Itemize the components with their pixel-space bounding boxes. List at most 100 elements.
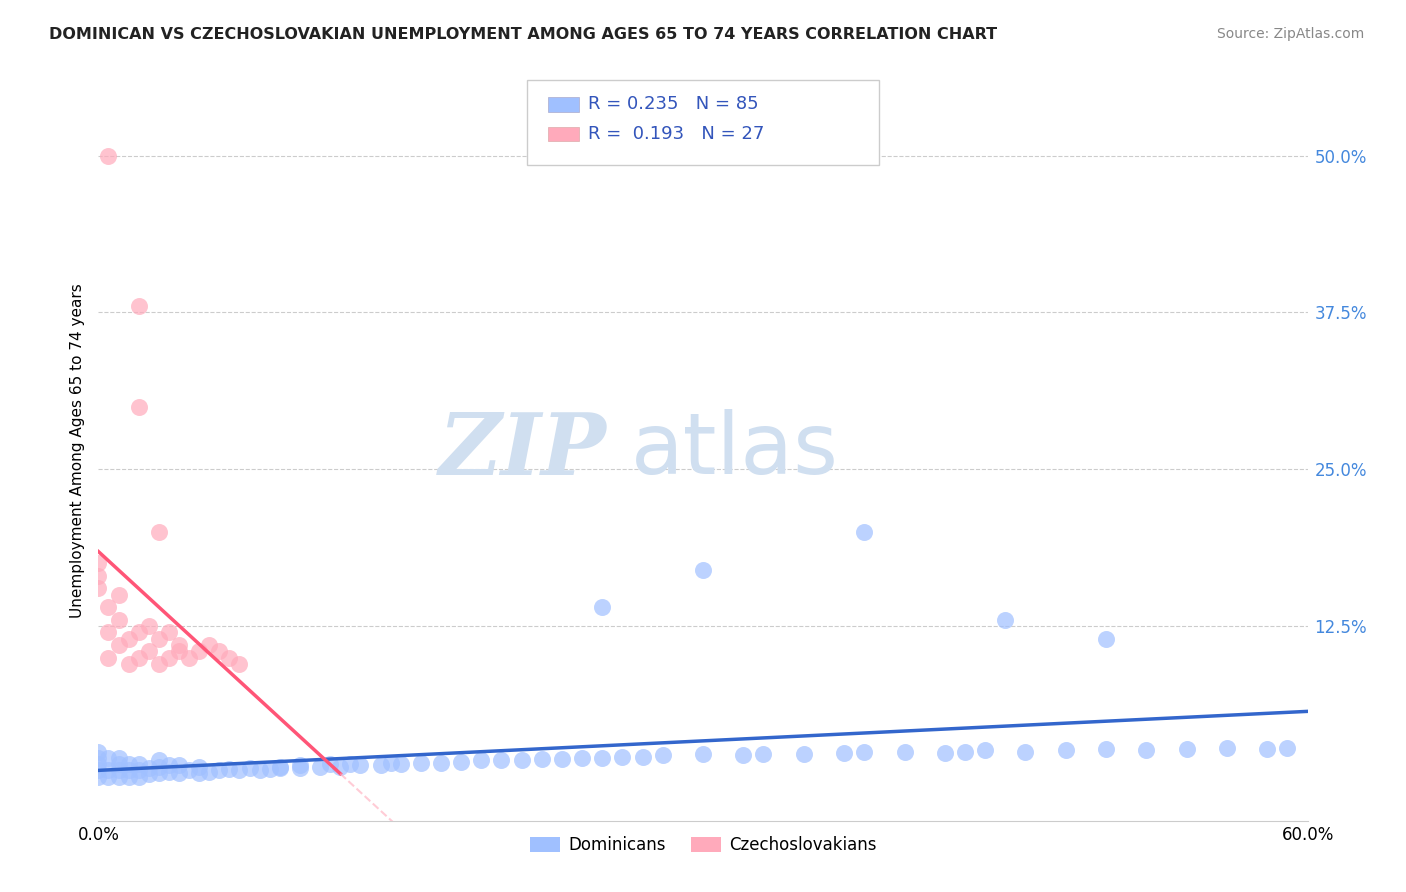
Point bbox=[87, 757, 110, 772]
Point bbox=[370, 758, 392, 772]
Point bbox=[1277, 740, 1299, 755]
Point bbox=[752, 747, 775, 761]
Point bbox=[87, 764, 110, 778]
Point bbox=[157, 650, 180, 665]
Point bbox=[107, 764, 129, 778]
Point bbox=[994, 613, 1017, 627]
Point bbox=[551, 752, 574, 766]
Point bbox=[259, 762, 281, 776]
Point bbox=[239, 761, 262, 775]
Point bbox=[157, 625, 180, 640]
Point bbox=[571, 751, 593, 765]
Point bbox=[853, 745, 876, 759]
Point bbox=[208, 764, 231, 778]
Point bbox=[1095, 632, 1118, 646]
Point bbox=[118, 757, 141, 772]
Point bbox=[167, 644, 190, 658]
Point bbox=[107, 757, 129, 772]
Point bbox=[87, 770, 110, 784]
Point bbox=[188, 644, 211, 658]
Point bbox=[380, 756, 402, 770]
Point bbox=[167, 638, 190, 652]
Point bbox=[148, 753, 170, 767]
Point bbox=[179, 650, 201, 665]
Point bbox=[148, 657, 170, 671]
Point bbox=[853, 524, 876, 539]
Point bbox=[591, 600, 613, 615]
Text: atlas: atlas bbox=[630, 409, 838, 492]
Point bbox=[288, 761, 311, 775]
Point bbox=[228, 764, 250, 778]
Text: ZIP: ZIP bbox=[439, 409, 606, 492]
Point bbox=[128, 757, 150, 772]
Point bbox=[107, 638, 129, 652]
Point bbox=[269, 760, 291, 774]
Point bbox=[107, 751, 129, 765]
Point bbox=[107, 770, 129, 784]
Point bbox=[148, 524, 170, 539]
Point bbox=[148, 632, 170, 646]
Text: Source: ZipAtlas.com: Source: ZipAtlas.com bbox=[1216, 27, 1364, 41]
Point bbox=[198, 638, 221, 652]
Point bbox=[97, 764, 120, 778]
Point bbox=[97, 600, 120, 615]
Point bbox=[1095, 742, 1118, 756]
Point bbox=[87, 557, 110, 571]
Point bbox=[974, 743, 997, 757]
Point bbox=[491, 753, 513, 767]
Legend: Dominicans, Czechoslovakians: Dominicans, Czechoslovakians bbox=[523, 829, 883, 861]
Point bbox=[87, 569, 110, 583]
Point bbox=[692, 747, 714, 761]
Point bbox=[288, 758, 311, 772]
Point bbox=[1175, 742, 1198, 756]
Point bbox=[118, 632, 141, 646]
Point bbox=[249, 764, 271, 778]
Point bbox=[138, 767, 160, 781]
Point bbox=[389, 757, 412, 772]
Point bbox=[1216, 740, 1239, 755]
Point bbox=[269, 761, 291, 775]
Point bbox=[188, 760, 211, 774]
Point bbox=[953, 745, 976, 759]
Point bbox=[631, 749, 654, 764]
Point bbox=[118, 764, 141, 778]
Point bbox=[1014, 745, 1036, 759]
Point bbox=[138, 644, 160, 658]
Point bbox=[118, 657, 141, 671]
Point bbox=[128, 764, 150, 778]
Point bbox=[97, 770, 120, 784]
Point bbox=[97, 751, 120, 765]
Point bbox=[138, 761, 160, 775]
Point bbox=[349, 758, 371, 772]
Point bbox=[148, 766, 170, 780]
Point bbox=[87, 582, 110, 596]
Point bbox=[470, 753, 492, 767]
Point bbox=[1256, 742, 1278, 756]
Point bbox=[692, 563, 714, 577]
Text: R =  0.193   N = 27: R = 0.193 N = 27 bbox=[588, 125, 763, 143]
Point bbox=[128, 400, 150, 414]
Point bbox=[409, 756, 432, 770]
Point bbox=[118, 770, 141, 784]
Point bbox=[793, 747, 815, 761]
Point bbox=[167, 766, 190, 780]
Text: R = 0.235   N = 85: R = 0.235 N = 85 bbox=[588, 95, 758, 113]
Point bbox=[128, 650, 150, 665]
Text: DOMINICAN VS CZECHOSLOVAKIAN UNEMPLOYMENT AMONG AGES 65 TO 74 YEARS CORRELATION : DOMINICAN VS CZECHOSLOVAKIAN UNEMPLOYMEN… bbox=[49, 27, 997, 42]
Point bbox=[97, 625, 120, 640]
Point bbox=[612, 749, 634, 764]
Point bbox=[309, 760, 332, 774]
Point bbox=[179, 764, 201, 778]
Point bbox=[107, 613, 129, 627]
Point bbox=[97, 650, 120, 665]
Point bbox=[97, 148, 120, 162]
Point bbox=[198, 764, 221, 779]
Point bbox=[138, 619, 160, 633]
Point bbox=[329, 760, 352, 774]
Point bbox=[1135, 743, 1157, 757]
Point bbox=[87, 751, 110, 765]
Point bbox=[218, 650, 240, 665]
Point bbox=[228, 657, 250, 671]
Point bbox=[530, 752, 553, 766]
Point bbox=[319, 757, 342, 772]
